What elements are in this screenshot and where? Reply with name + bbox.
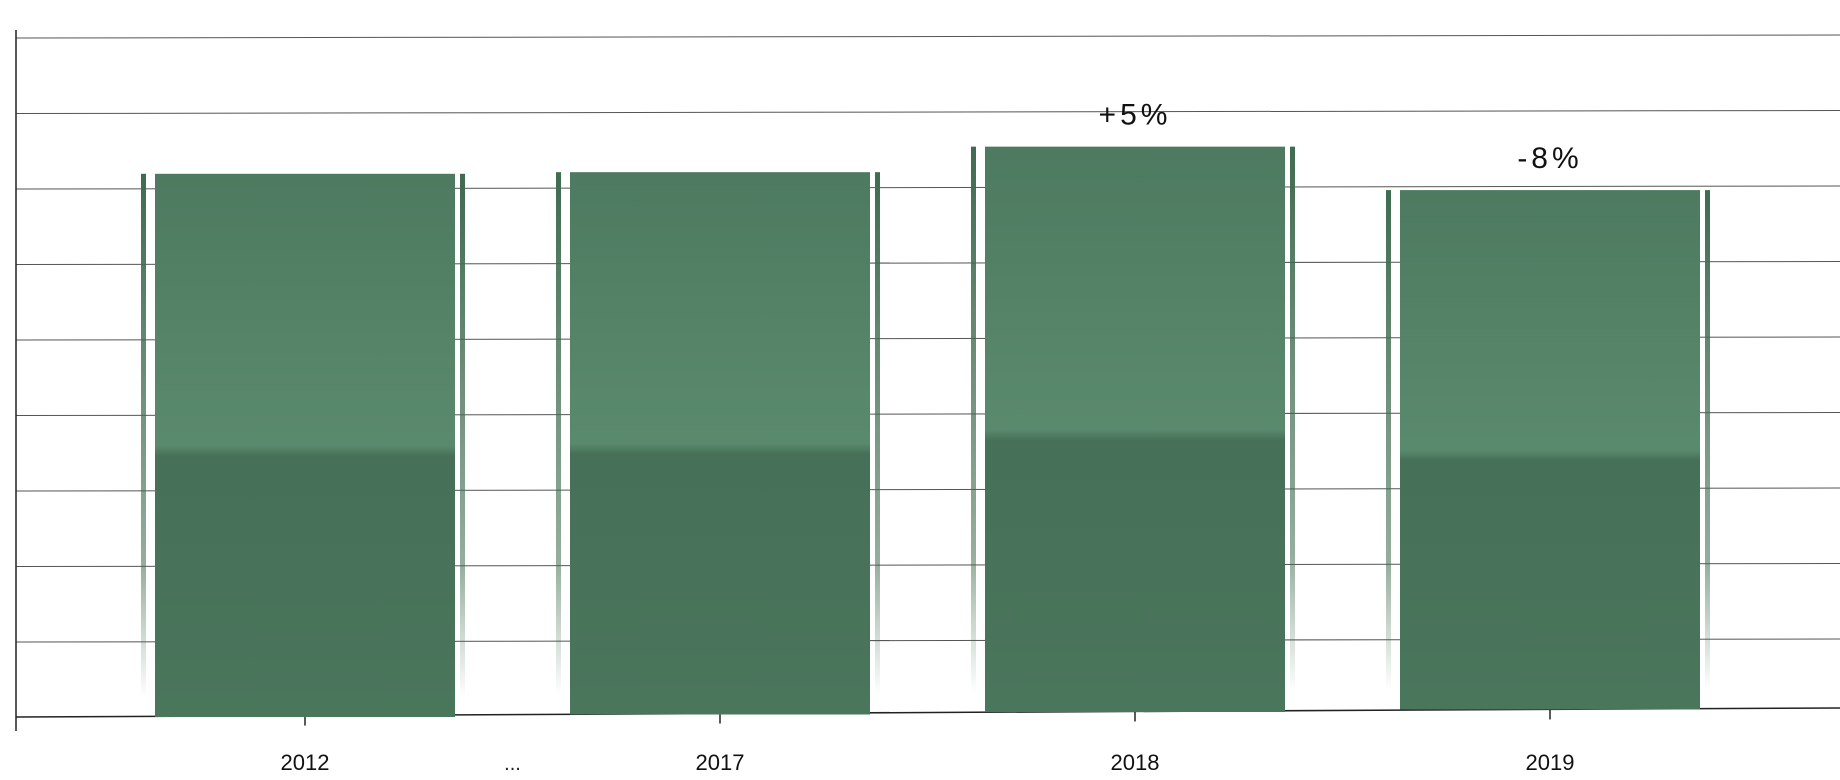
x-tick-label-2012: 2012: [281, 750, 330, 775]
grid-line: [15, 34, 1840, 39]
data-label-2018: +5%: [1099, 99, 1172, 132]
bar-rail-left: [971, 146, 976, 692]
bars: [141, 146, 1710, 718]
bar-rail-left: [141, 173, 146, 698]
bar-rail-left: [1386, 190, 1391, 690]
bar-2018: [985, 146, 1285, 712]
bar-rail-right: [875, 172, 880, 695]
bar-2019: [1400, 190, 1700, 710]
x-tick-label-2017: 2017: [696, 750, 745, 775]
bar-2012: [155, 173, 455, 718]
x-tick-label-2019: 2019: [1526, 750, 1575, 775]
bar-rail-right: [1290, 146, 1295, 692]
bar-2017: [570, 172, 870, 715]
axis-break-marker: ...: [504, 753, 521, 775]
data-label-2019: -8%: [1517, 142, 1582, 175]
grid-line: [15, 110, 1840, 114]
bar-rail-left: [556, 172, 561, 695]
x-tick-label-2018: 2018: [1111, 750, 1160, 775]
labels: 2012 2017 2018 +5% 2019 -8%...: [281, 99, 1582, 775]
bar-rail-right: [1705, 190, 1710, 690]
bar-rail-right: [460, 173, 465, 698]
